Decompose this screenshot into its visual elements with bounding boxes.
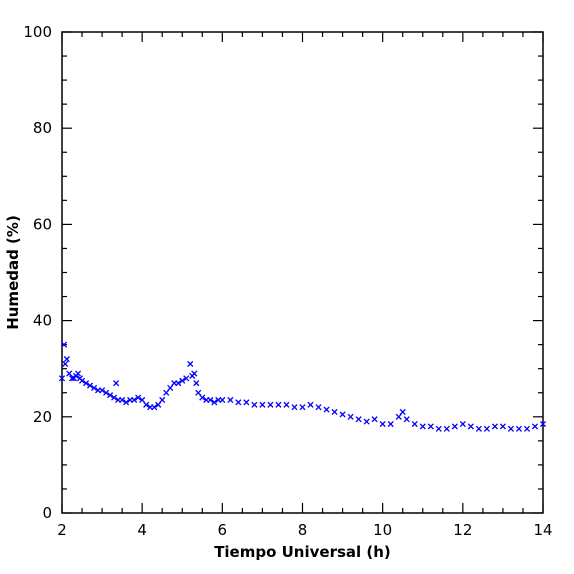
- data-point: [131, 396, 138, 404]
- data-point: [179, 377, 186, 384]
- data-point: [459, 420, 466, 428]
- data-point: [119, 396, 126, 404]
- data-point: [315, 404, 322, 411]
- data-point: [219, 396, 226, 404]
- data-point: [371, 416, 378, 423]
- data-point: [399, 408, 406, 416]
- data-point: [159, 396, 166, 404]
- data-point: [411, 420, 418, 428]
- data-point: [243, 399, 250, 406]
- data-point: [207, 396, 214, 404]
- data-point: [211, 399, 218, 406]
- data-point: [427, 423, 434, 430]
- data-point: [499, 423, 506, 430]
- y-tick-label: 80: [33, 119, 52, 137]
- data-point: [355, 416, 362, 423]
- data-point: [62, 360, 69, 367]
- data-point: [151, 404, 158, 411]
- data-point: [143, 401, 150, 408]
- data-point: [78, 377, 86, 384]
- data-point: [379, 420, 386, 428]
- data-point: [91, 384, 98, 391]
- data-point: [103, 389, 110, 396]
- data-point: [331, 408, 338, 416]
- x-tick-label: 6: [218, 521, 228, 539]
- data-point: [187, 360, 194, 367]
- data-point: [435, 425, 442, 432]
- data-point: [82, 380, 90, 387]
- data-point: [68, 375, 76, 382]
- y-tick-label: 100: [23, 23, 52, 41]
- data-point: [167, 384, 174, 391]
- data-point: [139, 396, 146, 404]
- data-point: [99, 387, 106, 394]
- plot-frame: [61, 31, 544, 514]
- axis-tick-labels: 2 4 6 8 10 12 14 0 20 40 60 80 100: [23, 23, 552, 539]
- data-point: [191, 370, 198, 377]
- data-point: [363, 418, 370, 425]
- data-point: [443, 425, 450, 432]
- data-point: [507, 425, 514, 432]
- data-points: [58, 341, 547, 432]
- data-point: [531, 423, 539, 430]
- data-point: [475, 425, 482, 432]
- data-point: [339, 411, 346, 418]
- data-point: [267, 401, 274, 408]
- data-point: [155, 401, 162, 408]
- data-point: [483, 425, 490, 432]
- data-point: [275, 401, 282, 408]
- data-point: [63, 356, 70, 363]
- x-tick-label: 10: [373, 521, 392, 539]
- data-point: [58, 375, 66, 382]
- data-point: [467, 423, 474, 430]
- axis-ticks: [61, 31, 544, 514]
- data-point: [227, 396, 234, 404]
- data-point: [387, 420, 394, 428]
- data-point: [199, 394, 206, 401]
- y-tick-label: 60: [33, 215, 52, 233]
- data-point: [523, 425, 531, 432]
- y-tick-label: 40: [33, 312, 52, 330]
- x-tick-label: 8: [298, 521, 308, 539]
- data-point: [491, 423, 498, 430]
- data-point: [395, 413, 402, 420]
- y-axis-title: Humedad (%): [4, 215, 22, 330]
- data-point: [111, 394, 118, 401]
- data-point: [283, 401, 290, 408]
- data-point: [183, 375, 190, 382]
- x-axis-title: Tiempo Universal (h): [214, 543, 391, 561]
- data-point: [60, 341, 68, 348]
- data-point: [515, 425, 523, 432]
- data-point: [403, 416, 410, 423]
- x-tick-label: 2: [57, 521, 67, 539]
- data-point: [135, 394, 142, 401]
- data-point: [175, 380, 182, 387]
- data-point: [539, 420, 547, 428]
- data-point: [307, 401, 314, 408]
- data-point: [74, 370, 82, 377]
- x-tick-label: 12: [453, 521, 472, 539]
- data-point: [107, 392, 114, 399]
- data-point: [113, 380, 120, 387]
- data-point: [235, 399, 242, 406]
- data-point: [347, 413, 354, 420]
- data-point: [259, 401, 266, 408]
- x-tick-label: 4: [137, 521, 147, 539]
- data-point: [123, 399, 130, 406]
- y-tick-label: 0: [42, 504, 52, 522]
- x-tick-label: 14: [533, 521, 552, 539]
- data-point: [195, 389, 202, 396]
- data-point: [451, 423, 458, 430]
- y-tick-label: 20: [33, 408, 52, 426]
- data-point: [251, 401, 258, 408]
- data-point: [163, 389, 170, 396]
- data-point: [299, 404, 306, 411]
- data-point: [193, 380, 200, 387]
- data-point: [291, 404, 298, 411]
- data-point: [66, 370, 73, 377]
- data-point: [419, 423, 426, 430]
- data-point: [86, 382, 94, 389]
- data-point: [323, 406, 330, 413]
